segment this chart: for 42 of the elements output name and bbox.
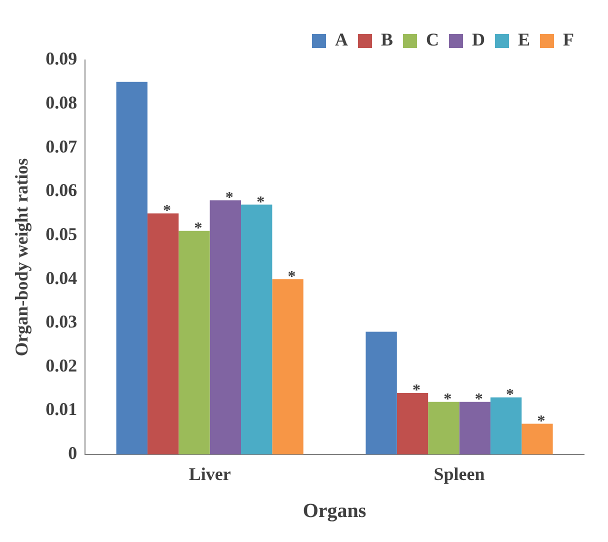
y-tick-label: 0.04	[46, 268, 78, 288]
y-tick-label: 0.08	[46, 92, 78, 112]
data-label: *	[537, 412, 546, 430]
y-tick-label: 0.03	[46, 312, 78, 332]
data-label: *	[288, 268, 296, 286]
x-axis-title: Organs	[302, 500, 366, 522]
legend-label: D	[472, 30, 485, 50]
data-label: *	[225, 189, 234, 206]
bar	[490, 397, 522, 454]
legend-label: A	[334, 30, 348, 50]
y-tick-label: 0.01	[46, 399, 78, 420]
bar	[241, 204, 272, 454]
bar	[396, 393, 428, 454]
legend-label: E	[518, 30, 530, 50]
legend-label: F	[563, 30, 574, 50]
bar	[147, 213, 179, 454]
data-label: *	[506, 386, 514, 404]
data-label: *	[256, 194, 265, 211]
legend-label: C	[426, 30, 439, 50]
y-tick-label: 0.09	[46, 48, 78, 69]
bar	[428, 402, 460, 454]
data-label: *	[412, 382, 421, 400]
data-label: *	[163, 202, 172, 220]
y-tick-label: 0	[68, 443, 78, 464]
bar	[178, 230, 210, 454]
bar	[272, 279, 304, 454]
y-tick-label: 0.07	[46, 136, 78, 156]
bar	[366, 332, 397, 454]
legend-label: B	[380, 30, 394, 50]
y-tick-label: 0.06	[46, 180, 78, 200]
data-label: *	[194, 220, 202, 238]
data-label: *	[444, 390, 452, 408]
y-tick-label: 0.02	[46, 355, 78, 376]
bar	[459, 402, 490, 454]
bar	[210, 200, 242, 454]
y-tick-label: 0.05	[46, 224, 78, 244]
x-tick-label: Liver	[188, 464, 231, 484]
x-tick-label: Spleen	[434, 464, 485, 484]
bar	[116, 82, 148, 454]
data-label: *	[474, 390, 483, 408]
bar	[522, 424, 553, 454]
y-axis-title: Organ-body weight ratios	[11, 158, 32, 356]
